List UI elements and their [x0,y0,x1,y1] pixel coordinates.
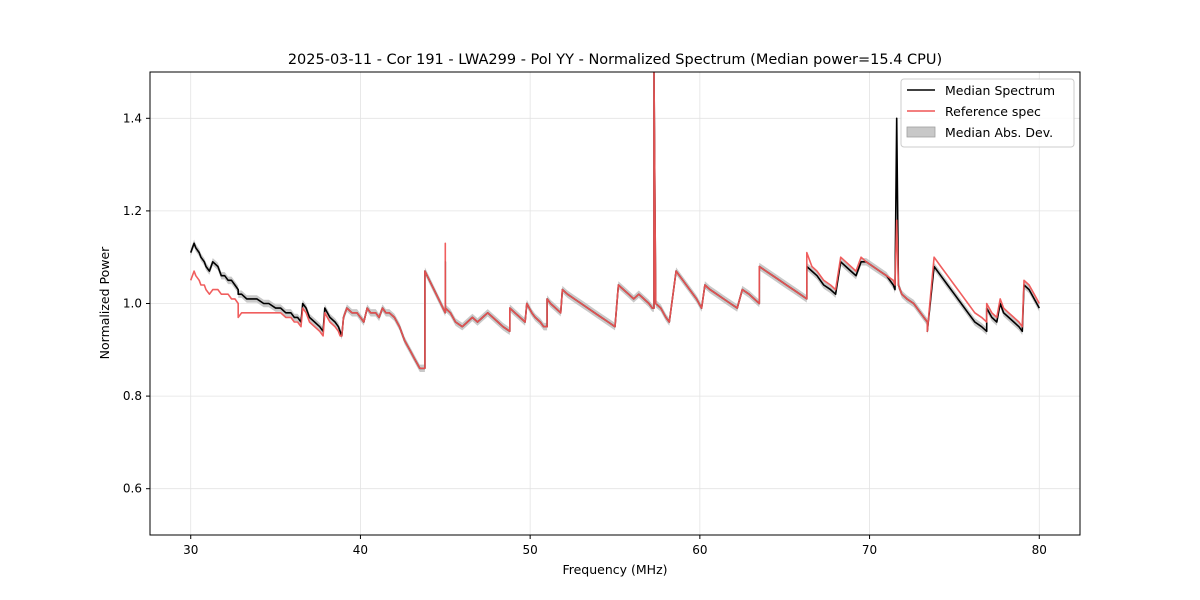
y-tick-label: 0.8 [123,389,142,403]
legend-median-spectrum-label: Median Spectrum [945,83,1055,98]
x-tick-label: 40 [353,543,368,557]
x-axis-label: Frequency (MHz) [562,562,667,577]
plot-area [189,72,1041,372]
legend: Median Spectrum Reference spec Median Ab… [900,78,1075,148]
legend-mad-label: Median Abs. Dev. [945,125,1053,140]
reference-spec-line [189,72,1041,370]
x-tick-label: 50 [523,543,538,557]
y-axis-label: Normalized Power [97,246,112,360]
y-tick-label: 1.2 [123,204,142,218]
x-tick-label: 60 [692,543,707,557]
y-tick-label: 1.0 [123,297,142,311]
legend-box [900,78,1075,148]
x-tick-label: 30 [183,543,198,557]
y-tick-label: 1.4 [123,111,142,125]
x-tick-label: 70 [862,543,877,557]
legend-reference-spec-label: Reference spec [945,104,1041,119]
axis-ticks: 30 40 50 60 70 80 0.6 0.8 1.0 1.2 1.4 [123,111,1047,557]
legend-mad-swatch [906,126,936,138]
x-tick-label: 80 [1032,543,1047,557]
y-tick-label: 0.6 [123,482,142,496]
chart-title: 2025-03-11 - Cor 191 - LWA299 - Pol YY -… [288,52,942,68]
